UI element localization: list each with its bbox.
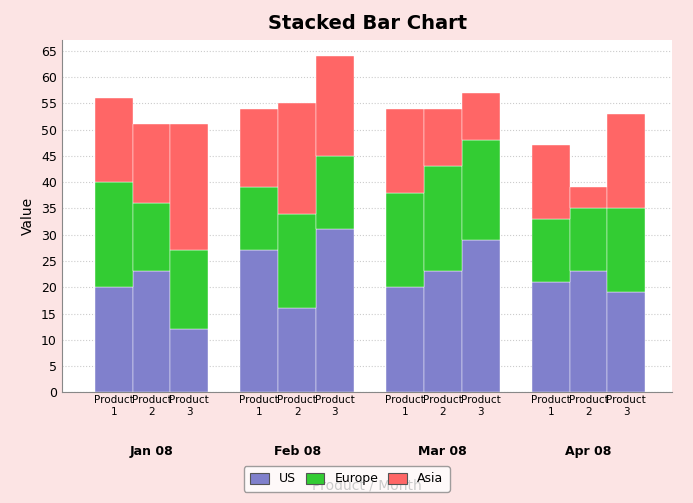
Bar (316, 229, 354, 392)
Bar (386, 109, 424, 193)
Text: Apr 08: Apr 08 (565, 445, 612, 458)
Bar (462, 140, 500, 240)
Bar (532, 219, 570, 282)
Bar (532, 282, 570, 392)
Bar (316, 56, 354, 156)
Bar (95, 182, 132, 287)
Bar (132, 124, 170, 203)
Bar (240, 109, 279, 188)
Bar (570, 272, 608, 392)
Bar (132, 203, 170, 272)
Bar (608, 114, 645, 208)
Bar (240, 250, 279, 392)
Bar (608, 292, 645, 392)
Bar (570, 208, 608, 272)
Bar (170, 329, 208, 392)
Bar (608, 208, 645, 292)
Bar (532, 145, 570, 219)
Bar (570, 188, 608, 208)
Bar (170, 124, 208, 250)
Bar (95, 287, 132, 392)
Bar (462, 93, 500, 140)
Bar (462, 240, 500, 392)
Y-axis label: Value: Value (21, 197, 35, 235)
Text: Feb 08: Feb 08 (274, 445, 321, 458)
Bar (132, 272, 170, 392)
Bar (279, 103, 316, 214)
Text: Jan 08: Jan 08 (130, 445, 173, 458)
Bar (424, 166, 462, 272)
Bar (424, 272, 462, 392)
Text: Product / Month: Product / Month (313, 478, 422, 492)
Bar (386, 287, 424, 392)
Bar (279, 214, 316, 308)
Bar (316, 156, 354, 229)
Title: Stacked Bar Chart: Stacked Bar Chart (267, 14, 467, 33)
Text: Mar 08: Mar 08 (419, 445, 467, 458)
Bar (170, 250, 208, 329)
Bar (279, 308, 316, 392)
Legend: US, Europe, Asia: US, Europe, Asia (243, 466, 450, 492)
Bar (424, 109, 462, 166)
Bar (240, 188, 279, 250)
Bar (386, 193, 424, 287)
Bar (95, 98, 132, 182)
